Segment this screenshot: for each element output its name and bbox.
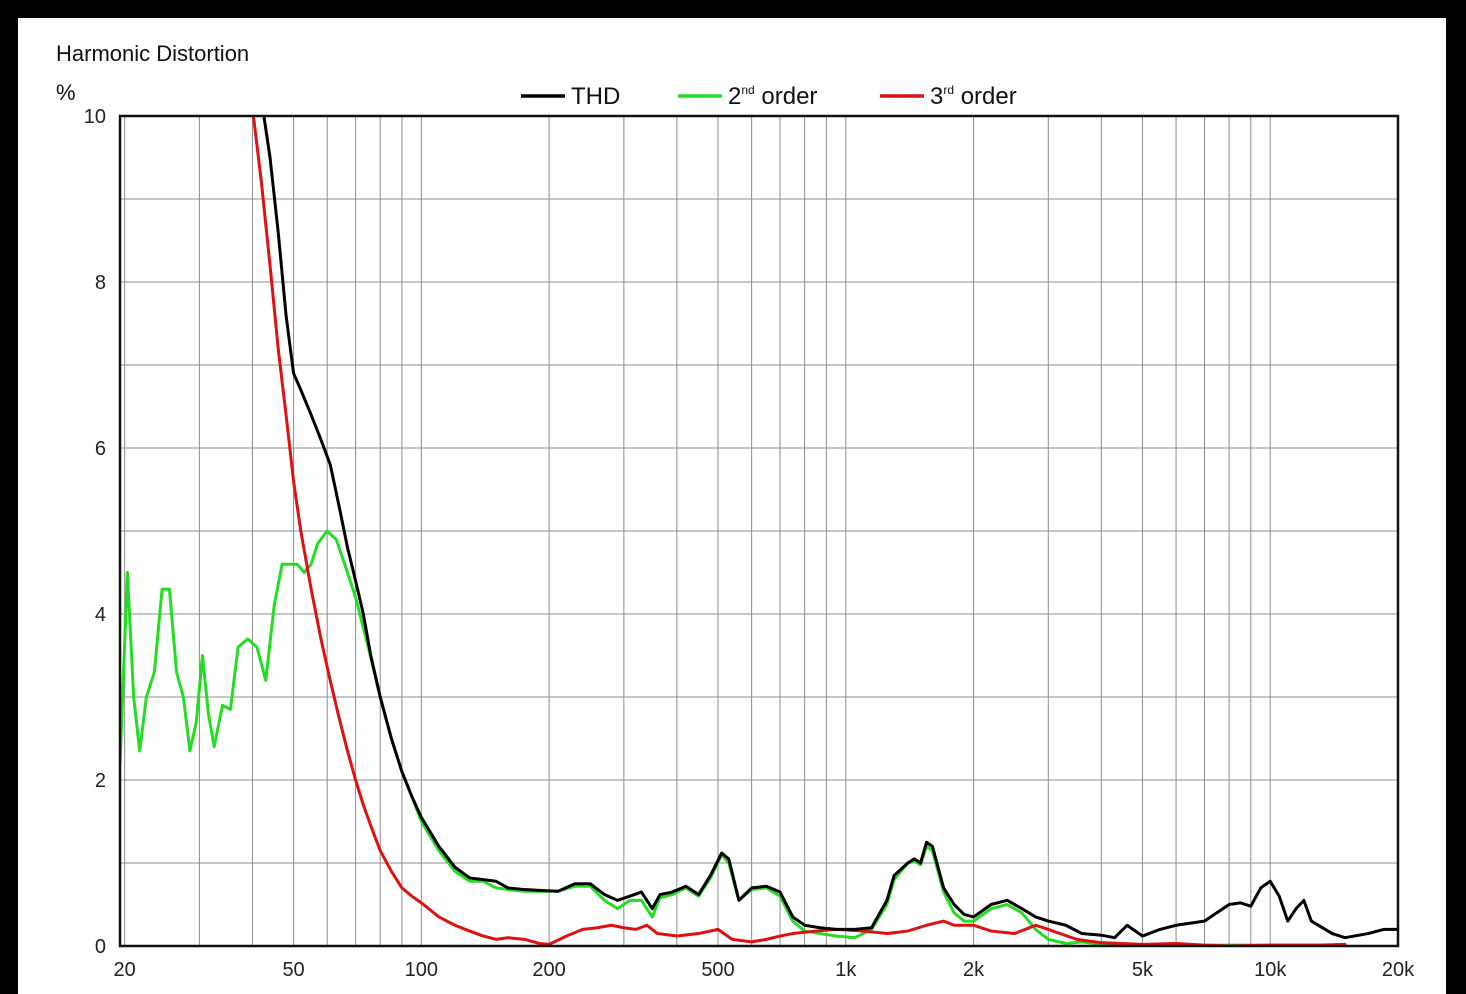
- x-tick-label: 100: [405, 959, 438, 981]
- chart-title: Harmonic Distortion: [56, 41, 249, 66]
- y-tick-label: 4: [95, 604, 106, 626]
- legend-label-2nd-order: 2nd order: [728, 83, 817, 110]
- x-tick-label: 1k: [835, 959, 857, 981]
- chart-frame: Harmonic Distortion % 20 50 100 200 500 1k 2k 5…: [18, 18, 1446, 994]
- y-tick-label: 2: [95, 770, 106, 792]
- y-tick-label: 0: [95, 936, 106, 958]
- x-tick-label: 10k: [1254, 959, 1287, 981]
- x-tick-label: 20: [114, 959, 136, 981]
- series-lines: [120, 116, 1398, 946]
- plot-border: [118, 114, 1400, 948]
- series-line-thd: [262, 116, 1398, 940]
- x-tick-label: 2k: [963, 959, 985, 981]
- y-tick-label: 8: [95, 272, 106, 294]
- x-tick-label: 500: [701, 959, 734, 981]
- legend: THD 2nd order 3rd order: [521, 83, 1017, 110]
- grid: [120, 116, 1398, 946]
- y-tick-label: 6: [95, 438, 106, 460]
- x-tick-label: 20k: [1382, 959, 1415, 981]
- x-tick-label: 200: [532, 959, 565, 981]
- y-axis-label: %: [56, 80, 76, 105]
- x-tick-label: 50: [282, 959, 304, 981]
- series-line-2nd-order: [120, 529, 1347, 946]
- y-tick-label: 10: [84, 106, 106, 128]
- harmonic-distortion-chart: Harmonic Distortion % 20 50 100 200 500 1k 2k 5…: [56, 41, 1416, 981]
- legend-label-thd: THD: [571, 83, 620, 110]
- x-tick-label: 5k: [1132, 959, 1154, 981]
- series-line-3rd-order: [251, 116, 1347, 946]
- x-tick-labels: 20 50 100 200 500 1k 2k 5k 10k 20k: [114, 959, 1416, 981]
- legend-label-3rd-order: 3rd order: [930, 83, 1017, 110]
- y-tick-labels: 0 2 4 6 8 10: [84, 106, 106, 958]
